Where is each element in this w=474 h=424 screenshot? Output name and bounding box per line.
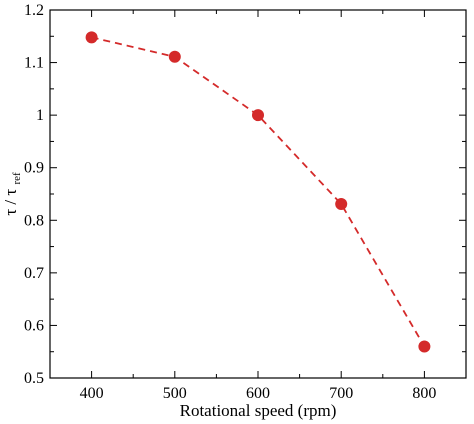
y-tick-label: 1	[36, 107, 44, 124]
x-tick-label: 500	[163, 385, 187, 402]
x-tick-label: 700	[329, 385, 353, 402]
data-series	[85, 31, 431, 353]
y-tick-label: 0.7	[24, 265, 44, 282]
plot-area	[49, 9, 467, 379]
y-axis-title-symbol: τ / τ	[1, 189, 20, 216]
data-point	[85, 31, 98, 44]
data-point	[335, 197, 348, 210]
x-axis-title: Rotational speed (rpm)	[180, 401, 337, 420]
y-tick-label: 0.8	[24, 212, 44, 229]
y-tick-label: 0.5	[24, 370, 44, 387]
plot-frame	[49, 9, 467, 379]
y-axis-title: τ / τ ref	[1, 172, 23, 216]
y-tick-label: 0.6	[24, 317, 44, 334]
y-tick-label: 1.2	[24, 2, 44, 19]
y-tick-label: 1.1	[24, 55, 44, 72]
x-tick-label: 400	[80, 385, 104, 402]
tick-labels: 400 500 600 700 800 0.5 0.6 0.7 0.8 0.9 1 1.1 1.2	[24, 2, 436, 402]
y-tick-label: 0.9	[24, 160, 44, 177]
series-line	[91, 36, 426, 347]
y-axis-title-subscript: ref	[11, 172, 23, 185]
data-point	[252, 109, 264, 122]
x-tick-label: 600	[246, 385, 270, 402]
x-tick-label: 800	[412, 385, 436, 402]
data-point	[168, 50, 181, 63]
data-point	[418, 340, 431, 353]
axis-ticks	[49, 9, 467, 379]
